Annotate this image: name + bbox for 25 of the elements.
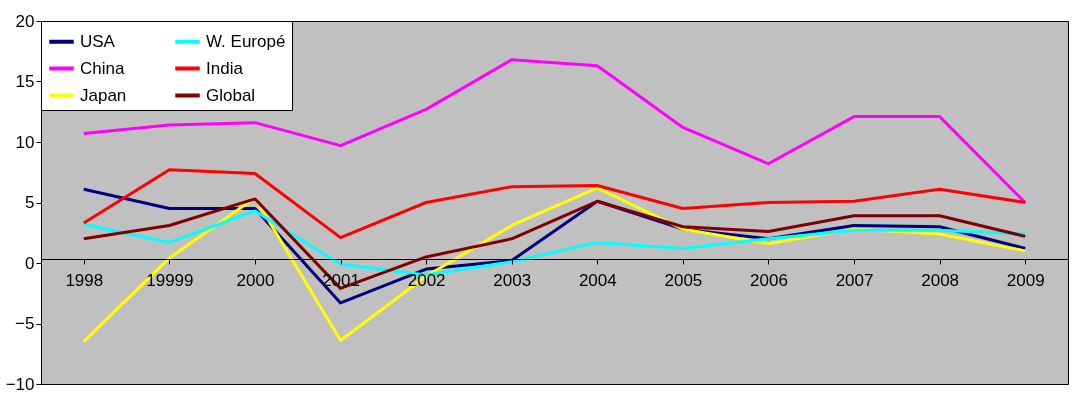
x-tick-label: 1998 — [65, 270, 104, 290]
line-series — [82, 168, 1027, 240]
y-tick-label: −10 — [5, 374, 35, 394]
y-tick-label: 10 — [15, 132, 35, 152]
x-tick-label: 2008 — [921, 270, 960, 290]
y-tick-label: 15 — [15, 72, 35, 91]
y-tick-label: 5 — [25, 193, 35, 212]
legend-label: India — [206, 58, 244, 78]
x-tick-label: 2000 — [236, 270, 275, 290]
x-tick-label: 2007 — [835, 270, 874, 290]
y-tick-label: −5 — [15, 314, 35, 333]
line-series — [82, 58, 1027, 204]
x-tick-label: 2003 — [493, 270, 532, 290]
y-tick-label: 20 — [15, 11, 35, 31]
legend-label: Japan — [80, 85, 127, 105]
x-tick-label: 19999 — [146, 270, 194, 290]
y-tick-label: 0 — [25, 253, 35, 273]
x-tick-label: 2006 — [750, 270, 788, 290]
x-tick-label: 2005 — [664, 270, 703, 290]
legend-label: China — [80, 58, 125, 78]
x-tick-label: 2009 — [1006, 270, 1045, 290]
legend-label: W. Europé — [206, 31, 286, 51]
legend-label: USA — [80, 31, 116, 51]
legend-label: Global — [206, 85, 256, 105]
x-tick-label: 2004 — [578, 270, 617, 290]
